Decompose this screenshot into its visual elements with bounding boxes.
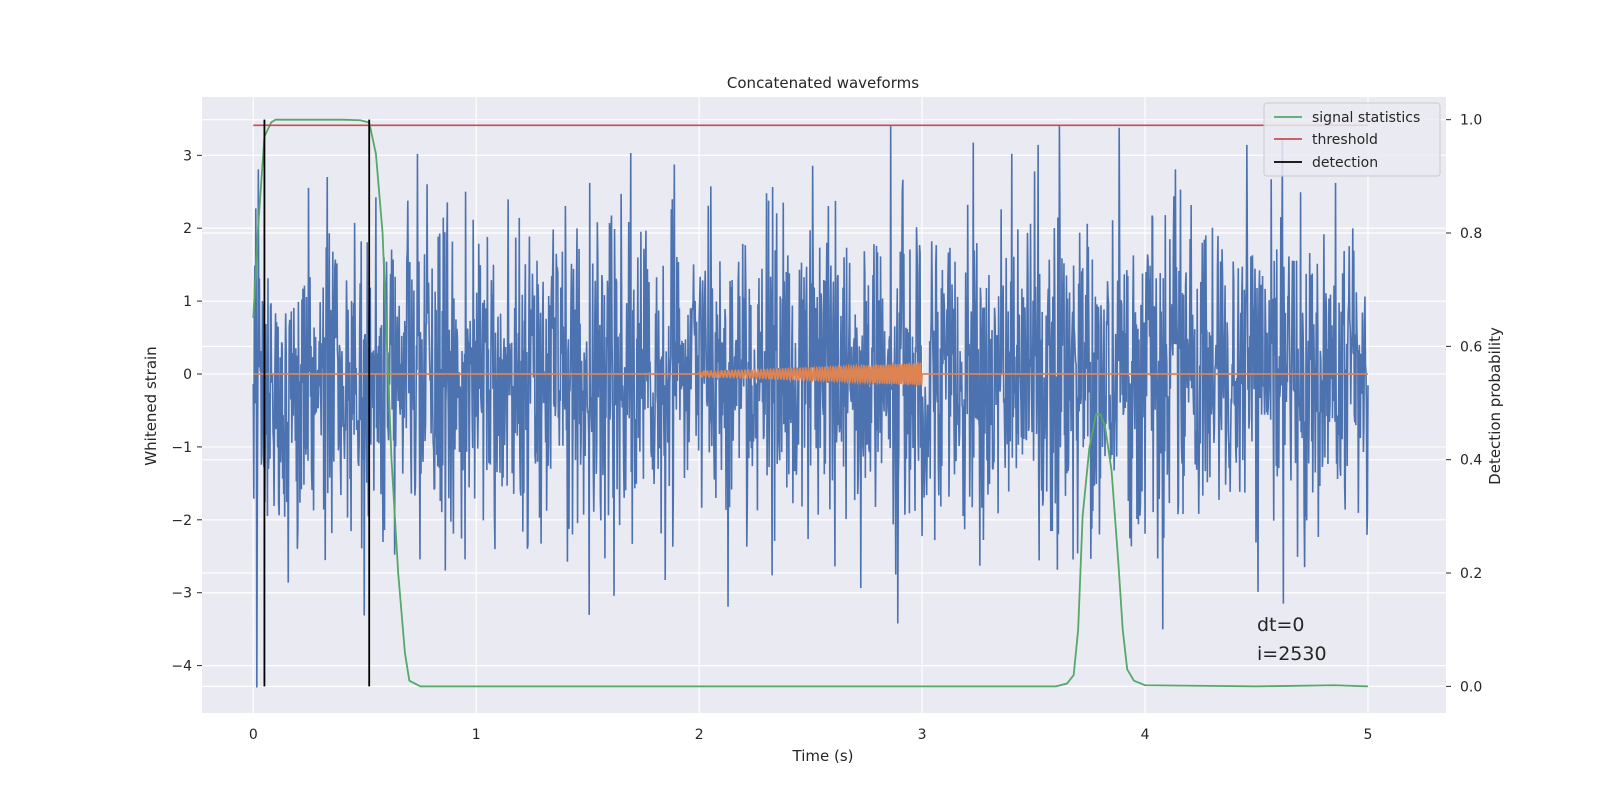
y-tick-label: 1 (183, 294, 192, 310)
x-tick-label: 2 (695, 727, 704, 743)
y2-tick-label: 1.0 (1460, 113, 1482, 129)
y-tick-label: 0 (183, 367, 192, 383)
y2-tick-label: 0.0 (1460, 679, 1482, 695)
legend-box (1263, 102, 1441, 177)
strain-series (252, 126, 1369, 688)
y-tick-label: 2 (183, 221, 192, 237)
y-tick-label: −4 (171, 659, 192, 675)
x-tick-label: 5 (1364, 727, 1373, 743)
injected-waveform-chirp (698, 361, 923, 388)
injected-waveform-series (253, 361, 1368, 388)
legend-label-signal-statistics: signal statistics (1312, 110, 1420, 126)
x-tick-label: 4 (1141, 727, 1150, 743)
y2-tick-label: 0.6 (1460, 339, 1482, 355)
y-axis-label: Whitened strain (142, 346, 160, 465)
legend-label-detection: detection (1312, 155, 1378, 171)
chart-title: Concatenated waveforms (727, 74, 919, 92)
y-tick-label: −2 (171, 513, 192, 529)
signal-statistics-line (252, 118, 1369, 688)
strain-line (252, 126, 1369, 688)
y-tick-label: −1 (171, 440, 192, 456)
x-tick-label: 0 (249, 727, 258, 743)
x-tick-label: 3 (918, 727, 927, 743)
right-axis-series (252, 118, 1369, 688)
y2-tick-label: 0.4 (1460, 453, 1482, 469)
legend-label-threshold: threshold (1312, 132, 1378, 148)
annotation-dt: dt=0 (1257, 614, 1305, 636)
ticks: 0 1 2 3 4 5 −4 −3 −2 −1 0 1 2 3 0.0 0.2 0.4 0.6 0.8 1.0 (171, 113, 1482, 743)
y2-axis-label: Detection probability (1486, 327, 1504, 485)
x-axis-label: Time (s) (792, 747, 854, 765)
y2-tick-label: 0.8 (1460, 226, 1482, 242)
y-tick-label: −3 (171, 586, 192, 602)
legend: signal statistics threshold detection (1263, 102, 1441, 177)
y2-tick-label: 0.2 (1460, 566, 1482, 582)
y-tick-label: 3 (183, 148, 192, 164)
annotation-index: i=2530 (1257, 643, 1327, 665)
x-tick-label: 1 (472, 727, 481, 743)
